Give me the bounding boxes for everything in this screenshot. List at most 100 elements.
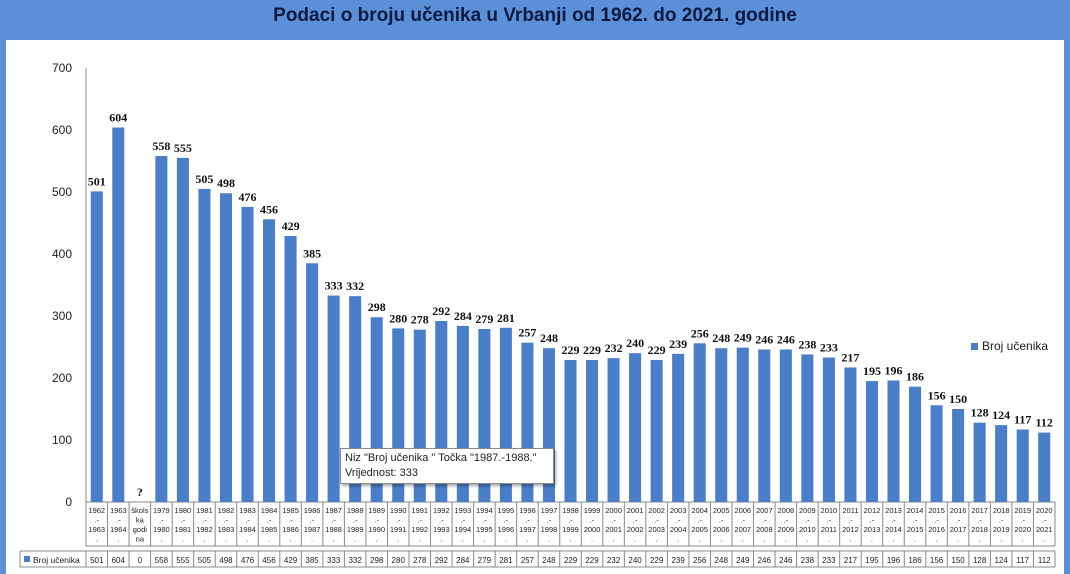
x-tick-label: . bbox=[957, 535, 959, 544]
bar bbox=[241, 206, 254, 502]
data-table-value: 333 bbox=[327, 556, 341, 565]
x-tick-label: .- bbox=[913, 516, 918, 525]
bar bbox=[90, 191, 103, 502]
data-label: 112 bbox=[1036, 416, 1053, 430]
x-tick-label: . bbox=[376, 535, 378, 544]
y-tick-label: 600 bbox=[52, 123, 72, 137]
x-tick-label: . bbox=[246, 535, 248, 544]
chart-title: Podaci o broju učenika u Vrbanji od 1962… bbox=[273, 5, 797, 26]
x-tick-label: 2002 bbox=[648, 506, 665, 515]
x-tick-label: 1979 bbox=[153, 506, 170, 515]
data-label: 248 bbox=[712, 331, 730, 345]
y-tick-label: 500 bbox=[52, 185, 72, 199]
x-tick-label: 2000 bbox=[584, 525, 601, 534]
x-tick-label: 1980 bbox=[153, 525, 170, 534]
bar bbox=[176, 157, 189, 502]
y-tick-label: 200 bbox=[52, 371, 72, 385]
x-tick-label: .- bbox=[934, 516, 939, 525]
x-tick-label: godi bbox=[133, 525, 148, 534]
x-tick-label: 2019 bbox=[1014, 506, 1031, 515]
x-tick-label: 1982 bbox=[218, 506, 235, 515]
x-tick-label: . bbox=[871, 535, 873, 544]
x-tick-label: 2018 bbox=[993, 506, 1010, 515]
x-tick-label: . bbox=[1022, 535, 1024, 544]
x-tick-label: .- bbox=[805, 516, 810, 525]
x-tick-label: .- bbox=[267, 516, 272, 525]
x-tick-label: .- bbox=[525, 516, 530, 525]
data-table-value: 249 bbox=[736, 556, 750, 565]
bar bbox=[1016, 429, 1029, 502]
data-table-value: 156 bbox=[930, 556, 944, 565]
x-tick-label: . bbox=[806, 535, 808, 544]
x-tick-label: . bbox=[462, 535, 464, 544]
x-tick-label: 1990 bbox=[368, 525, 385, 534]
x-tick-label: 1993 bbox=[433, 525, 450, 534]
x-tick-label: 2008 bbox=[777, 506, 794, 515]
x-tick-label: . bbox=[182, 535, 184, 544]
data-label: 249 bbox=[734, 331, 752, 345]
x-tick-label: 1995 bbox=[498, 506, 515, 515]
data-tooltip: Niz "Broj učenika " Točka "1987.-1988." … bbox=[340, 448, 554, 484]
data-table-value: 196 bbox=[887, 556, 901, 565]
data-table-value: 229 bbox=[650, 556, 664, 565]
x-tick-label: 1994 bbox=[476, 506, 493, 515]
data-table-value: 238 bbox=[801, 556, 815, 565]
x-tick-label: . bbox=[526, 535, 528, 544]
x-tick-label: 1980 bbox=[175, 506, 192, 515]
x-tick-label: .- bbox=[697, 516, 702, 525]
data-label: 229 bbox=[562, 343, 580, 357]
data-label: 195 bbox=[863, 364, 881, 378]
x-tick-label: . bbox=[914, 535, 916, 544]
bar bbox=[198, 188, 211, 502]
x-tick-label: .- bbox=[224, 516, 229, 525]
data-label: 239 bbox=[669, 337, 687, 351]
x-tick-label: 2008 bbox=[756, 525, 773, 534]
data-table-value: 248 bbox=[542, 556, 556, 565]
data-label: 558 bbox=[152, 139, 170, 153]
data-table-value: 229 bbox=[585, 556, 599, 565]
data-table-value: 332 bbox=[348, 556, 362, 565]
bar bbox=[801, 354, 814, 502]
x-tick-label: 2002 bbox=[627, 525, 644, 534]
data-table-value: 0 bbox=[138, 556, 143, 565]
data-label: 456 bbox=[260, 202, 278, 216]
x-tick-label: 1988 bbox=[325, 525, 342, 534]
data-label: 385 bbox=[303, 246, 321, 260]
x-tick-label: . bbox=[96, 535, 98, 544]
data-label: 292 bbox=[432, 304, 450, 318]
data-table-value: 246 bbox=[779, 556, 793, 565]
x-tick-label: 1989 bbox=[368, 506, 385, 515]
x-tick-label: .- bbox=[633, 516, 638, 525]
x-tick-label: .- bbox=[590, 516, 595, 525]
data-table-value: 248 bbox=[715, 556, 729, 565]
x-tick-label: .- bbox=[784, 516, 789, 525]
x-tick-label: .- bbox=[94, 516, 99, 525]
bar bbox=[586, 360, 599, 502]
x-tick-label: . bbox=[699, 535, 701, 544]
bar bbox=[909, 386, 922, 502]
legend-label: Broj učenika bbox=[982, 339, 1048, 353]
data-label: ? bbox=[137, 485, 143, 499]
data-table-value: 257 bbox=[521, 556, 535, 565]
data-table-value: 558 bbox=[155, 556, 169, 565]
x-tick-label: .- bbox=[827, 516, 832, 525]
data-table-value: 229 bbox=[564, 556, 578, 565]
x-tick-label: .- bbox=[740, 516, 745, 525]
data-table-value: 186 bbox=[908, 556, 922, 565]
data-label: 246 bbox=[777, 332, 795, 346]
tooltip-value: Vrijednost: 333 bbox=[345, 467, 418, 479]
y-tick-label: 100 bbox=[52, 433, 72, 447]
x-tick-label: . bbox=[828, 535, 830, 544]
x-tick-label: . bbox=[440, 535, 442, 544]
x-tick-label: 1995 bbox=[476, 525, 493, 534]
data-label: 281 bbox=[497, 311, 515, 325]
data-table-value: 385 bbox=[305, 556, 319, 565]
data-label: 279 bbox=[475, 312, 493, 326]
data-label: 257 bbox=[518, 326, 536, 340]
x-tick-label: 1999 bbox=[562, 525, 579, 534]
x-tick-label: 1963 bbox=[88, 525, 105, 534]
bar bbox=[758, 349, 771, 502]
x-tick-label: 1985 bbox=[261, 525, 278, 534]
data-table-value: 505 bbox=[198, 556, 212, 565]
x-tick-label: 2019 bbox=[993, 525, 1010, 534]
